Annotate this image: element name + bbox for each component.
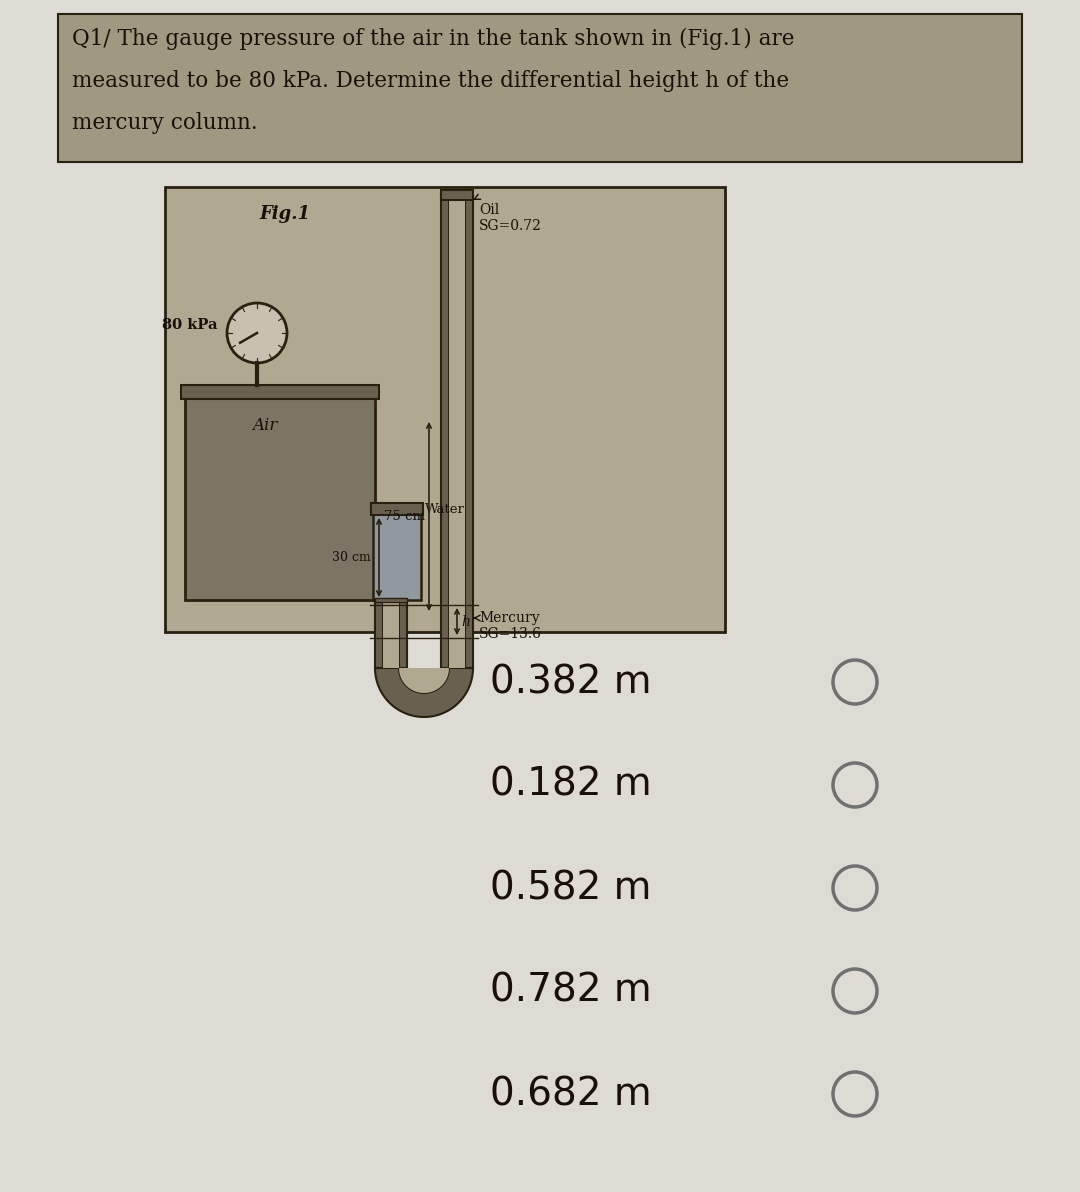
Bar	[441, 195, 449, 668]
Text: Q1/ The gauge pressure of the air in the tank shown in (Fig.1) are: Q1/ The gauge pressure of the air in the…	[72, 27, 867, 50]
Bar	[375, 600, 383, 668]
Bar	[58, 14, 1022, 162]
Text: 30 cm: 30 cm	[333, 551, 372, 564]
Bar	[372, 503, 423, 515]
Text: h: h	[461, 615, 470, 628]
Bar	[181, 385, 379, 399]
Polygon shape	[375, 668, 473, 718]
Text: measured to be 80 kPa. Determine the differential height h of the: measured to be 80 kPa. Determine the dif…	[72, 70, 789, 92]
Bar	[165, 187, 725, 632]
Text: Water: Water	[426, 503, 464, 516]
Text: 75 cm: 75 cm	[384, 510, 426, 523]
Text: 0.782 m: 0.782 m	[490, 971, 651, 1010]
Circle shape	[227, 303, 287, 364]
Bar	[185, 385, 375, 600]
Bar	[375, 598, 407, 602]
Text: 0.682 m: 0.682 m	[490, 1075, 651, 1113]
Text: 0.182 m: 0.182 m	[490, 766, 651, 803]
Text: Oil: Oil	[480, 203, 499, 217]
Text: Q1/ The gauge pressure of the air in the tank shown in (Fig.1) are: Q1/ The gauge pressure of the air in the…	[72, 27, 795, 50]
Text: SG=0.72: SG=0.72	[480, 219, 542, 232]
Bar	[449, 195, 465, 668]
Bar	[399, 600, 407, 668]
Text: SG=13.6: SG=13.6	[480, 627, 542, 641]
Bar	[373, 505, 421, 600]
Text: Air: Air	[253, 417, 278, 434]
Bar	[441, 190, 473, 200]
Polygon shape	[399, 668, 449, 693]
Bar	[465, 195, 473, 668]
Text: mercury column.: mercury column.	[72, 112, 258, 134]
Text: 0.582 m: 0.582 m	[490, 869, 651, 907]
Text: 80 kPa: 80 kPa	[162, 318, 217, 333]
Text: 0.382 m: 0.382 m	[490, 663, 651, 701]
Text: Mercury: Mercury	[480, 611, 540, 625]
Text: Fig.1: Fig.1	[259, 205, 311, 223]
Bar	[383, 600, 399, 668]
